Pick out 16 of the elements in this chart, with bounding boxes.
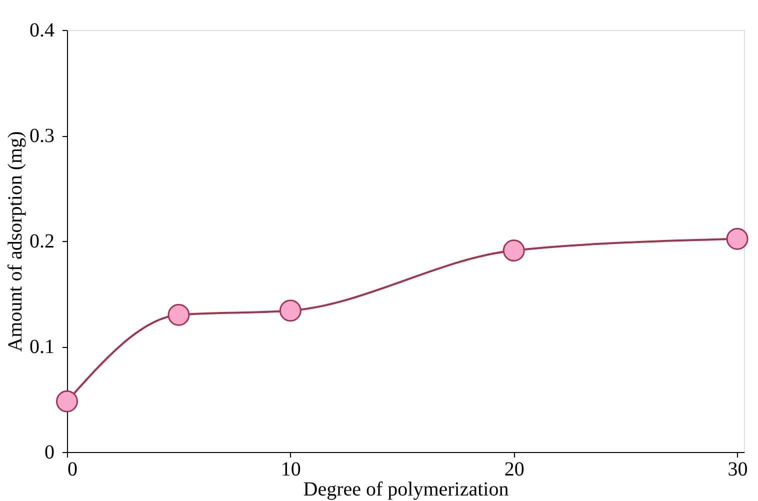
y-axis-title: Amount of adsorption (mg)	[4, 131, 26, 352]
x-axis-title: Degree of polymerization	[303, 478, 509, 500]
y-tick-label: 0.3	[30, 125, 54, 147]
x-tick-label: 10	[280, 458, 301, 480]
y-tick-label: 0	[44, 442, 54, 464]
point	[168, 304, 190, 326]
x-tick-label: 30	[728, 458, 748, 480]
point	[502, 240, 525, 262]
y-tick-label: 0.1	[30, 336, 54, 358]
y-tick-label: 0.4	[30, 20, 54, 42]
y-tick-label: 0.2	[30, 230, 54, 252]
x-tick-label: 0	[68, 458, 78, 480]
point	[279, 300, 302, 322]
x-tick-label: 20	[504, 458, 524, 480]
point	[726, 228, 748, 250]
point	[56, 390, 78, 412]
